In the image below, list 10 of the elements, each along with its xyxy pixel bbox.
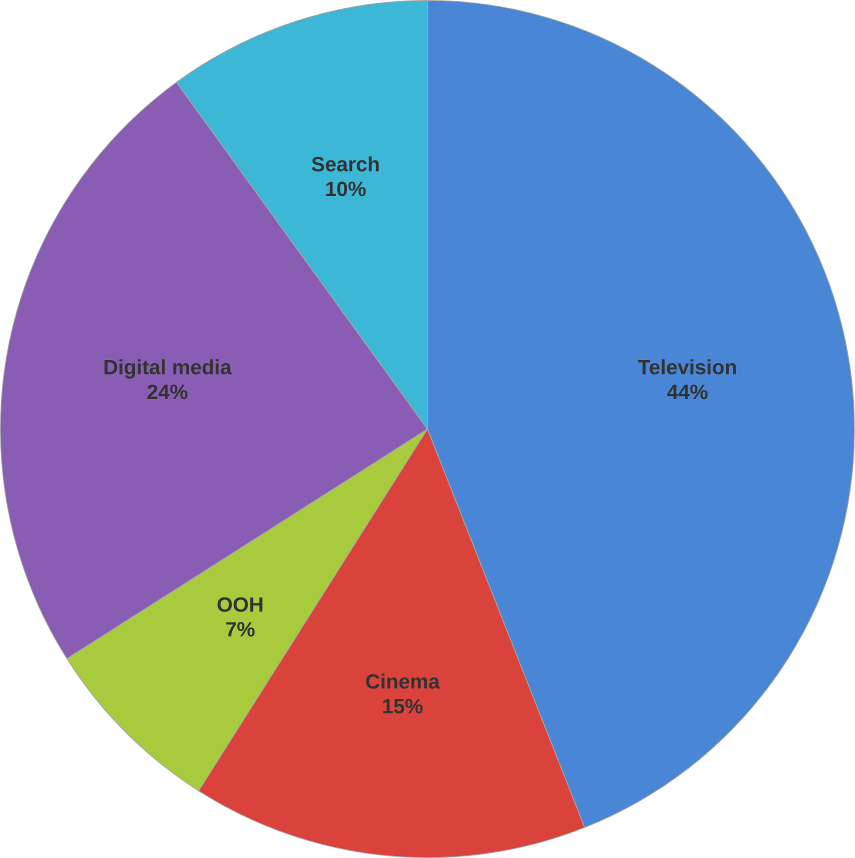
slice-label: Television [638,359,736,374]
slice-label: Cinema [366,674,440,689]
slice-label: OOH [218,597,262,612]
slice-label: Search [312,156,379,172]
slice-label: Digital media [104,359,232,379]
data-label: 7% [226,622,255,637]
data-label: 44% [667,384,708,400]
data-label: 24% [148,384,188,400]
data-label: 15% [383,698,423,714]
data-label: 10% [326,182,366,196]
